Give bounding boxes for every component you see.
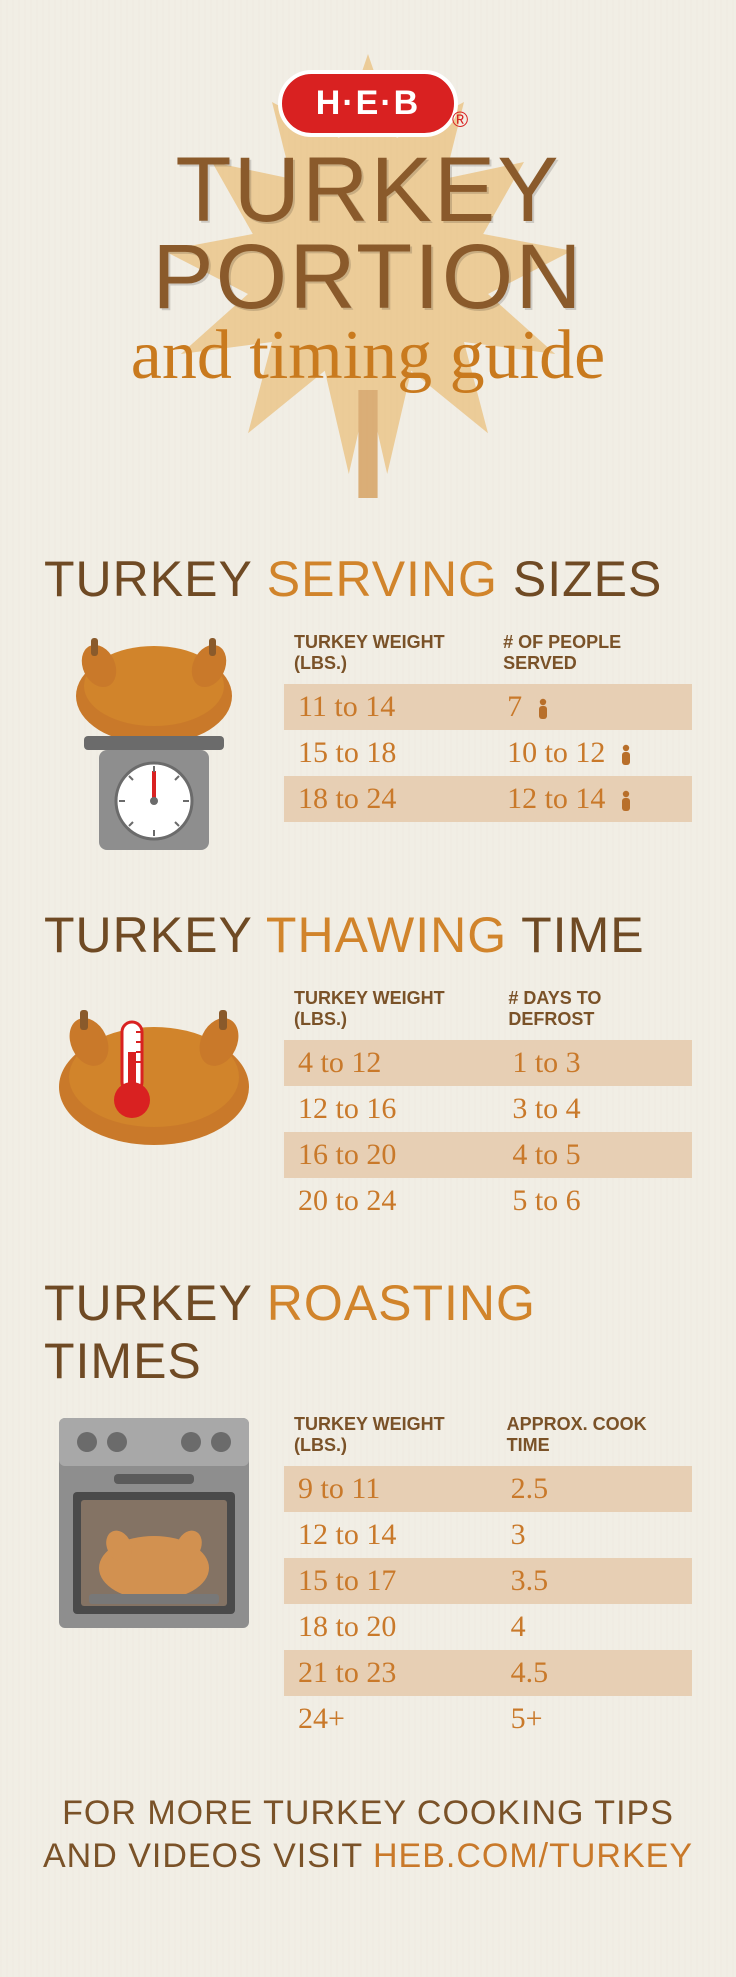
title-block: TURKEY PORTION and timing guide xyxy=(0,147,736,396)
cell-weight: 11 to 14 xyxy=(284,684,493,730)
cell-days: 3 to 4 xyxy=(498,1086,692,1132)
thawing-col2: # Days to Defrost xyxy=(498,982,692,1040)
infographic-root: H·E·B ® TURKEY PORTION and timing guide … xyxy=(0,0,736,1977)
logo-reg-mark: ® xyxy=(452,107,468,133)
serving-col2: # of People Served xyxy=(493,626,692,684)
cell-time: 5+ xyxy=(497,1696,692,1742)
table-row: 16 to 204 to 5 xyxy=(284,1132,692,1178)
cell-weight: 15 to 18 xyxy=(284,730,493,776)
thawing-table: Turkey Weight (lbs.) # Days to Defrost 4… xyxy=(284,982,692,1224)
cell-weight: 12 to 16 xyxy=(284,1086,498,1132)
serving-table: Turkey Weight (lbs.) # of People Served … xyxy=(284,626,692,822)
table-row: 15 to 173.5 xyxy=(284,1558,692,1604)
cell-weight: 16 to 20 xyxy=(284,1132,498,1178)
cell-weight: 4 to 12 xyxy=(284,1040,498,1086)
person-icon xyxy=(619,790,633,812)
cell-people: 10 to 12 xyxy=(493,730,692,776)
cell-days: 4 to 5 xyxy=(498,1132,692,1178)
thawing-col1: Turkey Weight (lbs.) xyxy=(284,982,498,1040)
section-serving: TURKEY SERVING SIZES xyxy=(0,520,736,876)
roasting-table: Turkey Weight (lbs.) Approx. Cook Time 9… xyxy=(284,1408,692,1742)
cell-time: 4 xyxy=(497,1604,692,1650)
table-row: 12 to 143 xyxy=(284,1512,692,1558)
serving-col1: Turkey Weight (lbs.) xyxy=(284,626,493,684)
table-row: 24+5+ xyxy=(284,1696,692,1742)
cell-time: 3.5 xyxy=(497,1558,692,1604)
section-thawing-title: TURKEY THAWING TIME xyxy=(44,906,692,964)
brand-logo: H·E·B ® xyxy=(278,70,458,137)
table-row: 21 to 234.5 xyxy=(284,1650,692,1696)
title-subtitle: and timing guide xyxy=(0,316,736,396)
table-row: 20 to 245 to 6 xyxy=(284,1178,692,1224)
table-row: 9 to 112.5 xyxy=(284,1466,692,1512)
section-serving-title: TURKEY SERVING SIZES xyxy=(44,550,692,608)
logo-text: H·E·B xyxy=(278,70,458,137)
cell-weight: 20 to 24 xyxy=(284,1178,498,1224)
footer: FOR MORE TURKEY COOKING TIPS AND VIDEOS … xyxy=(0,1762,736,1917)
table-row: 18 to 204 xyxy=(284,1604,692,1650)
cell-days: 5 to 6 xyxy=(498,1178,692,1224)
roasting-col2: Approx. Cook Time xyxy=(497,1408,692,1466)
turkey-scale-icon xyxy=(44,626,264,856)
cell-people: 12 to 14 xyxy=(493,776,692,822)
person-icon xyxy=(536,698,550,720)
section-roasting: TURKEY ROASTING TIMES xyxy=(0,1244,736,1762)
cell-time: 2.5 xyxy=(497,1466,692,1512)
title-line2: PORTION xyxy=(0,234,736,321)
footer-line2: AND VIDEOS VISIT HEB.COM/TURKEY xyxy=(40,1835,696,1878)
oven-icon xyxy=(44,1408,264,1638)
table-row: 11 to 147 xyxy=(284,684,692,730)
cell-weight: 18 to 20 xyxy=(284,1604,497,1650)
section-thawing: TURKEY THAWING TIME xyxy=(0,876,736,1244)
cell-weight: 21 to 23 xyxy=(284,1650,497,1696)
table-row: 12 to 163 to 4 xyxy=(284,1086,692,1132)
table-row: 4 to 121 to 3 xyxy=(284,1040,692,1086)
header: H·E·B ® TURKEY PORTION and timing guide xyxy=(0,0,736,520)
cell-days: 1 to 3 xyxy=(498,1040,692,1086)
person-icon xyxy=(619,744,633,766)
cell-time: 4.5 xyxy=(497,1650,692,1696)
cell-weight: 12 to 14 xyxy=(284,1512,497,1558)
section-roasting-title: TURKEY ROASTING TIMES xyxy=(44,1274,692,1390)
turkey-thermometer-icon xyxy=(44,982,264,1162)
title-line1: TURKEY xyxy=(0,147,736,234)
table-row: 15 to 1810 to 12 xyxy=(284,730,692,776)
cell-time: 3 xyxy=(497,1512,692,1558)
roasting-col1: Turkey Weight (lbs.) xyxy=(284,1408,497,1466)
cell-people: 7 xyxy=(493,684,692,730)
cell-weight: 24+ xyxy=(284,1696,497,1742)
cell-weight: 15 to 17 xyxy=(284,1558,497,1604)
footer-line1: FOR MORE TURKEY COOKING TIPS xyxy=(40,1792,696,1835)
cell-weight: 18 to 24 xyxy=(284,776,493,822)
cell-weight: 9 to 11 xyxy=(284,1466,497,1512)
table-row: 18 to 2412 to 14 xyxy=(284,776,692,822)
